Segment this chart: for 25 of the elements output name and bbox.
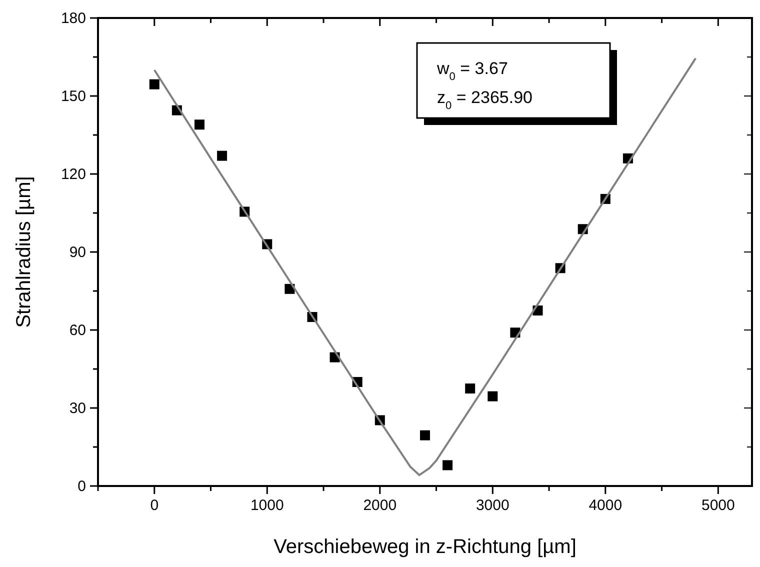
- y-tick-label: 90: [69, 244, 86, 261]
- x-tick-label: 1000: [250, 497, 284, 514]
- y-tick-label: 180: [60, 10, 86, 27]
- x-tick-label: 3000: [476, 497, 510, 514]
- x-tick-label: 5000: [701, 497, 735, 514]
- x-tick-label: 2000: [363, 497, 397, 514]
- y-tick-label: 150: [60, 88, 86, 105]
- x-tick-label: 4000: [588, 497, 622, 514]
- line-series: [153, 57, 697, 476]
- y-axis-title: Strahlradius [µm]: [13, 176, 35, 328]
- point: [217, 150, 228, 161]
- point: [420, 430, 430, 440]
- y-tick-label: 60: [69, 322, 86, 339]
- point: [465, 384, 476, 394]
- annotation: z$_{0}$ = 2365.90: [437, 88, 532, 112]
- x-axis-title: Verschiebeweg in z-Richtung [µm]: [274, 536, 576, 558]
- point: [149, 79, 160, 90]
- point: [488, 391, 498, 402]
- point: [194, 120, 204, 130]
- y-tick-label: 30: [69, 400, 86, 417]
- y-tick-label: 120: [60, 166, 86, 183]
- x-tick-label: 0: [150, 497, 159, 514]
- point: [442, 460, 453, 470]
- annotation: w$_{0}$ = 3.67: [436, 59, 508, 83]
- y-tick-label: 0: [78, 478, 86, 495]
